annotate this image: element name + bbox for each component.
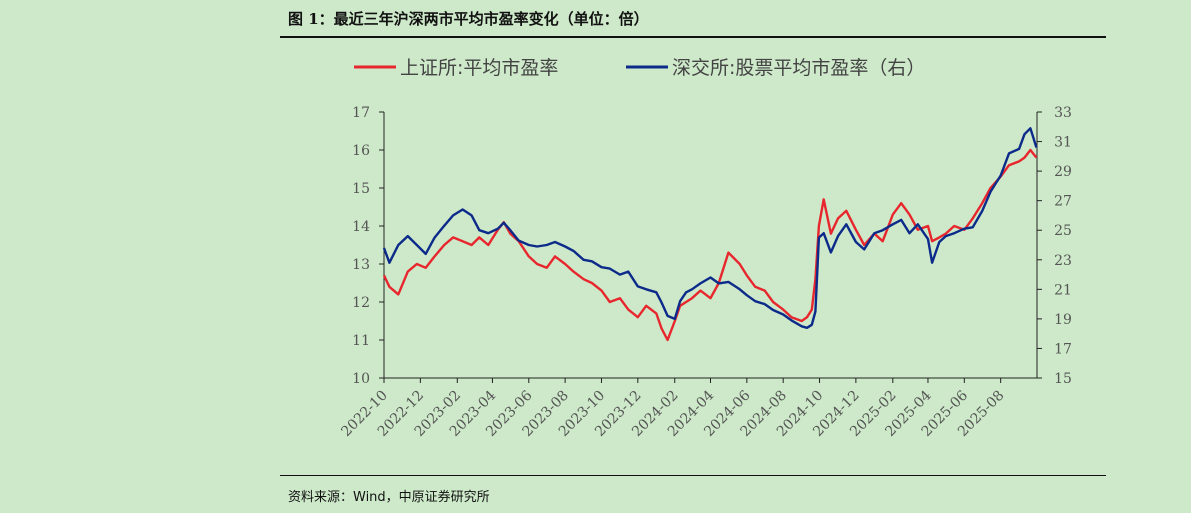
source-rule	[280, 475, 1106, 476]
y-right-tick-label: 19	[1054, 312, 1072, 328]
legend-label-sz: 深交所:股票平均市盈率（右）	[672, 57, 925, 79]
y-right-tick-label: 27	[1054, 194, 1072, 210]
legend: 上证所:平均市盈率 深交所:股票平均市盈率（右）	[354, 57, 925, 79]
axes: 1011121314151617151719212325272931332022…	[338, 105, 1072, 440]
y-right-tick-label: 29	[1054, 164, 1072, 180]
y-right-tick-label: 15	[1054, 371, 1072, 387]
y-right-tick-label: 21	[1054, 282, 1072, 298]
figure-title: 图 1：最近三年沪深两市平均市盈率变化（单位：倍）	[288, 10, 649, 28]
y-right-tick-label: 33	[1054, 105, 1072, 121]
y-left-tick-label: 17	[352, 105, 370, 121]
y-right-tick-label: 23	[1054, 253, 1072, 269]
y-right-tick-label: 17	[1054, 341, 1072, 357]
series-line-shenzhen	[382, 127, 1038, 329]
y-left-tick-label: 14	[352, 219, 370, 235]
series-lines	[382, 127, 1038, 342]
y-left-tick-label: 15	[352, 181, 370, 197]
y-left-tick-label: 12	[352, 295, 370, 311]
source-note: 资料来源：Wind，中原证券研究所	[288, 490, 490, 505]
y-right-tick-label: 31	[1054, 135, 1072, 151]
y-right-tick-label: 25	[1054, 223, 1072, 239]
y-left-tick-label: 10	[352, 371, 370, 387]
title-rule	[280, 36, 1106, 38]
y-left-tick-label: 13	[352, 257, 370, 273]
legend-label-sh: 上证所:平均市盈率	[400, 57, 558, 79]
y-left-tick-label: 16	[352, 143, 370, 159]
y-left-tick-label: 11	[352, 333, 370, 349]
